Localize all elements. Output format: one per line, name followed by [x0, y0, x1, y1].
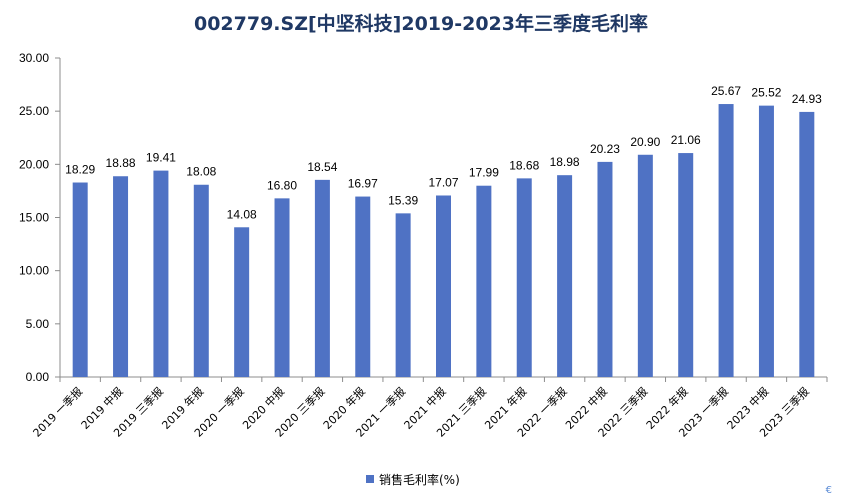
- bar: [758, 105, 774, 378]
- data-label: 15.39: [388, 193, 418, 207]
- data-label: 21.06: [671, 133, 701, 147]
- corner-mark: €: [826, 485, 832, 496]
- data-label: 18.29: [65, 163, 95, 177]
- x-axis: [59, 376, 828, 382]
- legend: 销售毛利率(%): [366, 472, 460, 487]
- data-label: 19.41: [146, 151, 176, 165]
- bar: [476, 185, 492, 377]
- y-tick-label: 0.00: [26, 370, 50, 384]
- y-tick-label: 30.00: [19, 51, 49, 65]
- data-label: 18.68: [509, 158, 539, 172]
- bar: [557, 175, 573, 377]
- bar: [637, 154, 653, 377]
- legend-swatch: [366, 475, 374, 483]
- bar: [113, 176, 129, 377]
- data-label: 16.97: [348, 177, 378, 191]
- y-axis: 0.00 5.00 10.00 15.00 20.00 25.00 30.00: [19, 51, 61, 384]
- legend-label: 销售毛利率(%): [379, 472, 460, 487]
- y-tick-label: 5.00: [26, 317, 50, 331]
- bar: [395, 213, 411, 377]
- bar: [193, 184, 209, 377]
- bar: [597, 161, 613, 377]
- bar: [678, 153, 694, 377]
- bar: [314, 179, 330, 377]
- data-label: 17.99: [469, 166, 499, 180]
- y-tick-label: 20.00: [19, 157, 49, 171]
- chart-title: 002779.SZ[中坚科技]2019-2023年三季度毛利率: [194, 12, 648, 35]
- y-tick-label: 25.00: [19, 104, 49, 118]
- bar: [799, 111, 815, 377]
- bar: [153, 170, 169, 377]
- bar: [355, 196, 371, 377]
- data-label: 16.80: [267, 178, 297, 192]
- bar: [274, 198, 290, 377]
- bar: [718, 104, 734, 378]
- bar: [72, 182, 88, 377]
- data-label: 18.08: [186, 165, 216, 179]
- data-label: 25.67: [711, 84, 741, 98]
- y-tick-label: 10.00: [19, 264, 49, 278]
- data-label: 20.90: [630, 135, 660, 149]
- bar-series: [72, 104, 815, 378]
- data-label: 18.88: [106, 156, 136, 170]
- data-label: 14.08: [227, 207, 257, 221]
- data-label: 18.98: [550, 155, 580, 169]
- bar: [234, 227, 250, 377]
- bar: [436, 195, 451, 377]
- x-tick-label: 2019 一季报: [30, 384, 86, 440]
- data-label: 20.23: [590, 142, 620, 156]
- data-label: 17.07: [428, 175, 458, 189]
- bar: [516, 178, 532, 377]
- y-tick-label: 15.00: [19, 211, 49, 225]
- data-labels: 18.29 18.88 19.41 18.08 14.08 16.80 18.54 16.97…: [65, 84, 822, 221]
- data-label: 25.52: [751, 86, 781, 100]
- data-label: 18.54: [307, 160, 337, 174]
- data-label: 24.93: [792, 92, 822, 106]
